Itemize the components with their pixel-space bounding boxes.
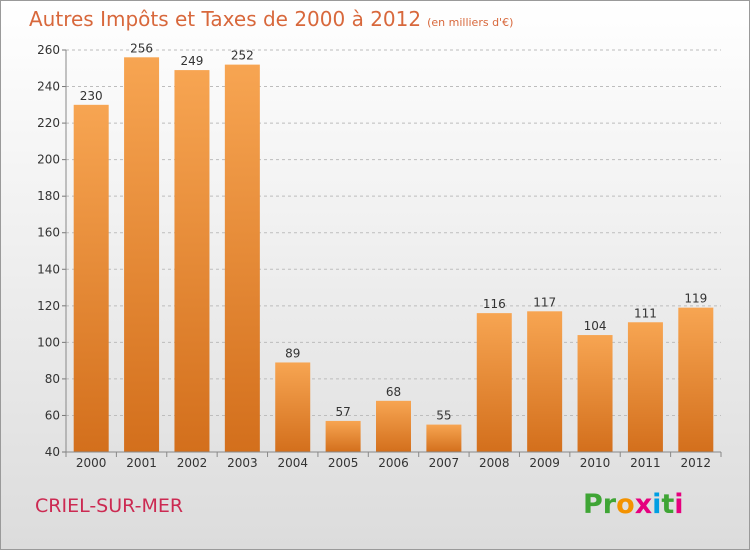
bar (426, 424, 462, 452)
y-tick-label: 60 (45, 408, 60, 422)
y-tick-label: 200 (37, 153, 60, 167)
x-tick-label: 2006 (378, 456, 409, 470)
x-tick-label: 2000 (76, 456, 107, 470)
x-tick-label: 2004 (277, 456, 308, 470)
y-tick-label: 80 (45, 372, 60, 386)
logo-letter: i (674, 489, 684, 520)
bars: 230 256 249 252 89 57 68 55 116 117 104 111 119 (73, 41, 714, 453)
data-label: 104 (584, 319, 607, 333)
logo-letter: i (652, 489, 662, 520)
data-label: 119 (684, 292, 707, 306)
chart-title: Autres Impôts et Taxes de 2000 à 2012 (en… (29, 7, 513, 31)
data-label: 89 (285, 346, 300, 360)
bar (577, 335, 613, 452)
data-label: 230 (80, 89, 103, 103)
x-tick-label: 2003 (227, 456, 258, 470)
y-tick-label: 120 (37, 299, 60, 313)
bar (678, 307, 714, 452)
logo-letter: P (583, 489, 603, 520)
proxiti-logo: Proxiti (583, 489, 684, 520)
data-label: 256 (130, 41, 153, 55)
x-tick-label: 2009 (529, 456, 560, 470)
logo-letter: r (602, 489, 617, 520)
data-label: 249 (181, 54, 204, 68)
x-tick-label: 2005 (328, 456, 359, 470)
data-label: 111 (634, 306, 657, 320)
chart-title-text: Autres Impôts et Taxes de 2000 à 2012 (29, 7, 422, 31)
data-label: 252 (231, 49, 254, 63)
logo-letter: o (616, 489, 635, 520)
x-tick-label: 2011 (630, 456, 661, 470)
bar (527, 311, 563, 452)
bar (476, 313, 512, 452)
x-tick-label: 2012 (681, 456, 712, 470)
bar (627, 322, 663, 452)
x-tick-label: 2007 (429, 456, 460, 470)
bar (275, 362, 311, 452)
grid-lines (66, 49, 721, 416)
logo-letter: x (634, 489, 653, 520)
chart-subtitle: (en milliers d'€) (427, 16, 514, 29)
bar (174, 70, 210, 452)
y-tick-label: 100 (37, 335, 60, 349)
data-label: 68 (386, 385, 401, 399)
y-tick-label: 160 (37, 226, 60, 240)
y-tick-label: 40 (45, 445, 60, 459)
y-tick-label: 220 (37, 116, 60, 130)
x-tick-label: 2002 (177, 456, 208, 470)
axes: 40 60 80 100 120 140 160 180 200 220 240 260 2000 200… (37, 43, 722, 470)
logo-letter: t (661, 489, 675, 520)
bar (73, 104, 109, 453)
bar (224, 64, 260, 453)
y-tick-label: 240 (37, 80, 60, 94)
y-tick-label: 260 (37, 43, 60, 57)
data-label: 117 (533, 295, 556, 309)
bar (376, 400, 411, 452)
x-tick-label: 2001 (126, 456, 157, 470)
x-tick-label: 2008 (479, 456, 510, 470)
x-tick-label: 2010 (580, 456, 611, 470)
data-label: 55 (436, 409, 451, 423)
y-tick-label: 140 (37, 262, 60, 276)
bar (325, 420, 361, 452)
bar (124, 57, 160, 453)
data-label: 57 (335, 405, 350, 419)
data-label: 116 (483, 297, 506, 311)
city-name: CRIEL-SUR-MER (35, 495, 184, 517)
y-tick-label: 180 (37, 189, 60, 203)
